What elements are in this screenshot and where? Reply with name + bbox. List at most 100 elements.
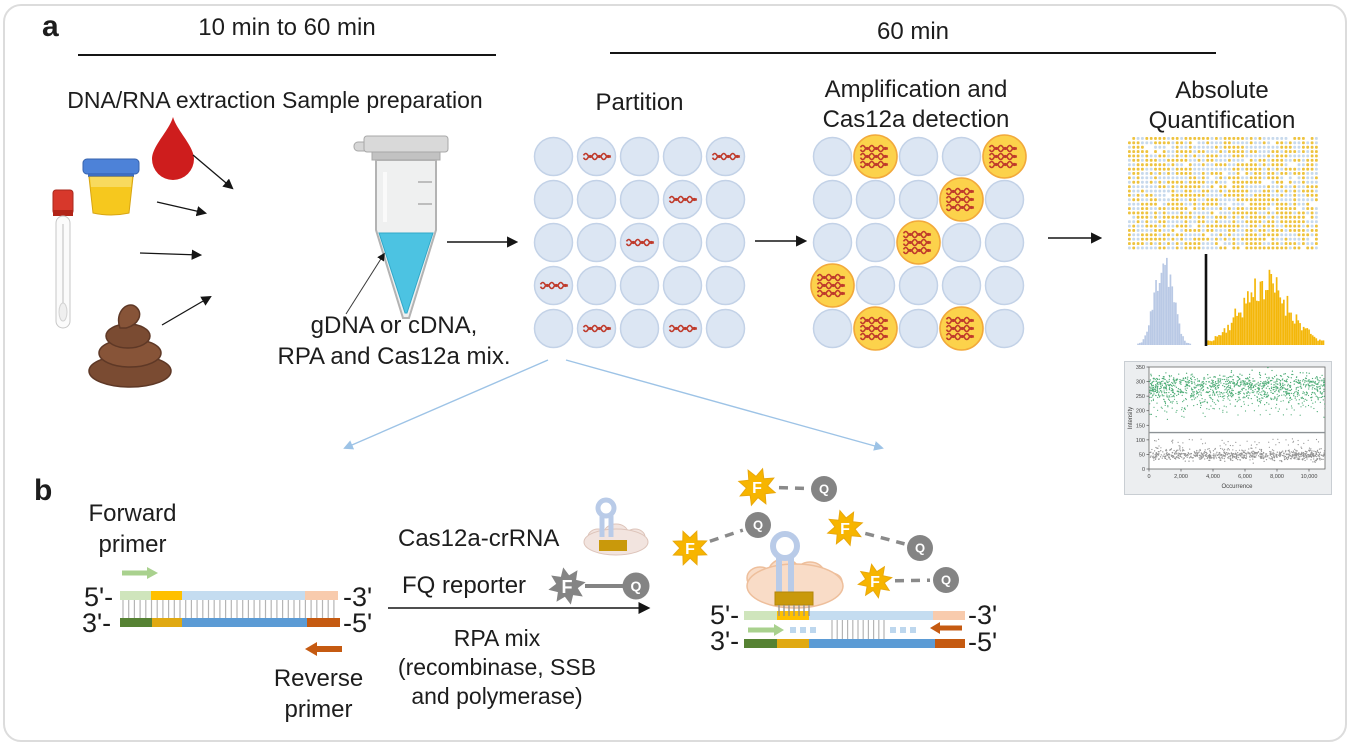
base-pairing-hatches (122, 600, 335, 618)
empty-droplet (662, 222, 703, 263)
quencher-letter: Q (915, 541, 925, 556)
reverse-primer-label: Reverse primer (273, 665, 364, 723)
svg-text:0: 0 (1142, 467, 1145, 473)
partition-droplet-grid (533, 136, 746, 349)
target-dna-squiggle (816, 273, 846, 282)
quencher-icon (622, 572, 650, 600)
cleaved-fq-pair: FQ (672, 512, 771, 566)
empty-droplet (705, 308, 746, 349)
swab-tube-icon (52, 189, 74, 329)
histogram-positive-bars (1205, 269, 1325, 345)
cleaved-fq-pair: FQ (826, 509, 933, 561)
rpa-mix-label: RPA mix (recombinase, SSB and polymerase… (397, 625, 597, 709)
empty-droplet (812, 179, 853, 220)
left-duplex-5prime-bottom: -5' (343, 608, 373, 638)
target-dna-squiggle (988, 160, 1018, 169)
left-duplex-3prime: -3' (343, 582, 373, 612)
occupied-droplet (705, 136, 746, 177)
fluorophore-letter: F (685, 541, 695, 558)
zoom-arrow-left (343, 359, 549, 450)
target-dna-squiggle (859, 160, 889, 169)
svg-text:0: 0 (1147, 474, 1150, 480)
forward-primer-label: Forward primer (88, 500, 177, 558)
nascent-strand-dashes (790, 627, 916, 633)
crrna-hairpin-icon (770, 531, 800, 592)
amplified-dna-duplex (744, 611, 965, 648)
target-dna-squiggle (945, 195, 975, 204)
chip-dots (1128, 137, 1318, 250)
svg-text:F: F (562, 577, 573, 597)
empty-droplet (984, 222, 1025, 263)
empty-droplet (898, 136, 939, 177)
cas12a-crrna-label: Cas12a-crRNA (398, 525, 560, 552)
timeline-left-rule (78, 54, 496, 56)
released-fluorophore-star-icon (737, 467, 777, 507)
target-dna-squiggle (582, 152, 612, 161)
target-dna-squiggle (902, 246, 932, 255)
occupied-droplet (662, 179, 703, 220)
empty-droplet (812, 222, 853, 263)
empty-droplet (619, 136, 660, 177)
left-duplex-5prime: 5'- (84, 582, 114, 612)
fluorophore-star-icon (548, 567, 586, 605)
target-dna-squiggle (945, 316, 975, 325)
occupied-droplet (662, 308, 703, 349)
scatter-positive-points (1149, 367, 1325, 420)
empty-droplet (619, 179, 660, 220)
target-dna-squiggle (945, 203, 975, 212)
base-pairing-hatches (831, 620, 885, 640)
svg-text:10,000: 10,000 (1301, 474, 1318, 480)
intensity-scatter-plot: 0 50 100 150 200 250 300 350 0 2,000 4,000 6,000 8,0… (1124, 361, 1332, 495)
svg-text:150: 150 (1136, 423, 1145, 429)
occupied-droplet (576, 136, 617, 177)
svg-text:8,000: 8,000 (1270, 474, 1284, 480)
target-dna-squiggle (582, 324, 612, 333)
urine-container-icon (82, 158, 140, 216)
target-dna-squiggle (859, 324, 889, 333)
occupied-droplet (619, 222, 660, 263)
right-duplex-3prime-bottom: 3'- (710, 626, 740, 656)
target-dna-squiggle (816, 281, 846, 290)
quencher-letter: Q (753, 518, 763, 533)
right-duplex-3prime: -3' (968, 600, 998, 630)
empty-droplet (898, 179, 939, 220)
target-dna-squiggle (945, 187, 975, 196)
empty-droplet (619, 265, 660, 306)
empty-droplet (576, 222, 617, 263)
base-pairing-hatches (778, 605, 810, 616)
crrna-hairpin-icon (595, 497, 617, 537)
empty-droplet (576, 265, 617, 306)
released-fluorophore-star-icon (857, 563, 893, 599)
target-dna-squiggle (988, 152, 1018, 161)
partition-title: Partition (595, 89, 684, 116)
cleaved-fq-reporters: F QFQ FQF Q (672, 467, 959, 599)
empty-droplet (941, 265, 982, 306)
empty-droplet (533, 308, 574, 349)
timeline-right-label: 60 min (876, 18, 950, 45)
svg-text:2,000: 2,000 (1174, 474, 1188, 480)
svg-text:350: 350 (1136, 365, 1145, 371)
svg-text:300: 300 (1136, 380, 1145, 386)
empty-droplet (533, 136, 574, 177)
empty-droplet (619, 308, 660, 349)
svg-text:50: 50 (1139, 452, 1145, 458)
right-duplex-5prime: 5'- (710, 600, 740, 630)
svg-text:4,000: 4,000 (1206, 474, 1220, 480)
target-dna-squiggle (668, 195, 698, 204)
sample-tube-icon (353, 135, 449, 319)
empty-droplet (855, 222, 896, 263)
empty-droplet (984, 265, 1025, 306)
target-dna-squiggle (859, 316, 889, 325)
empty-droplet (941, 222, 982, 263)
target-dna-squiggle (668, 324, 698, 333)
svg-text:200: 200 (1136, 409, 1145, 415)
amplification-droplet-grid (810, 134, 1027, 351)
extraction-title: DNA/RNA extraction Sample preparation (67, 87, 483, 113)
quencher-icon (907, 535, 933, 561)
template-dna-duplex (120, 591, 340, 627)
timeline-right-rule (610, 52, 1216, 54)
target-dna-squiggle (859, 144, 889, 153)
occupied-droplet (533, 265, 574, 306)
